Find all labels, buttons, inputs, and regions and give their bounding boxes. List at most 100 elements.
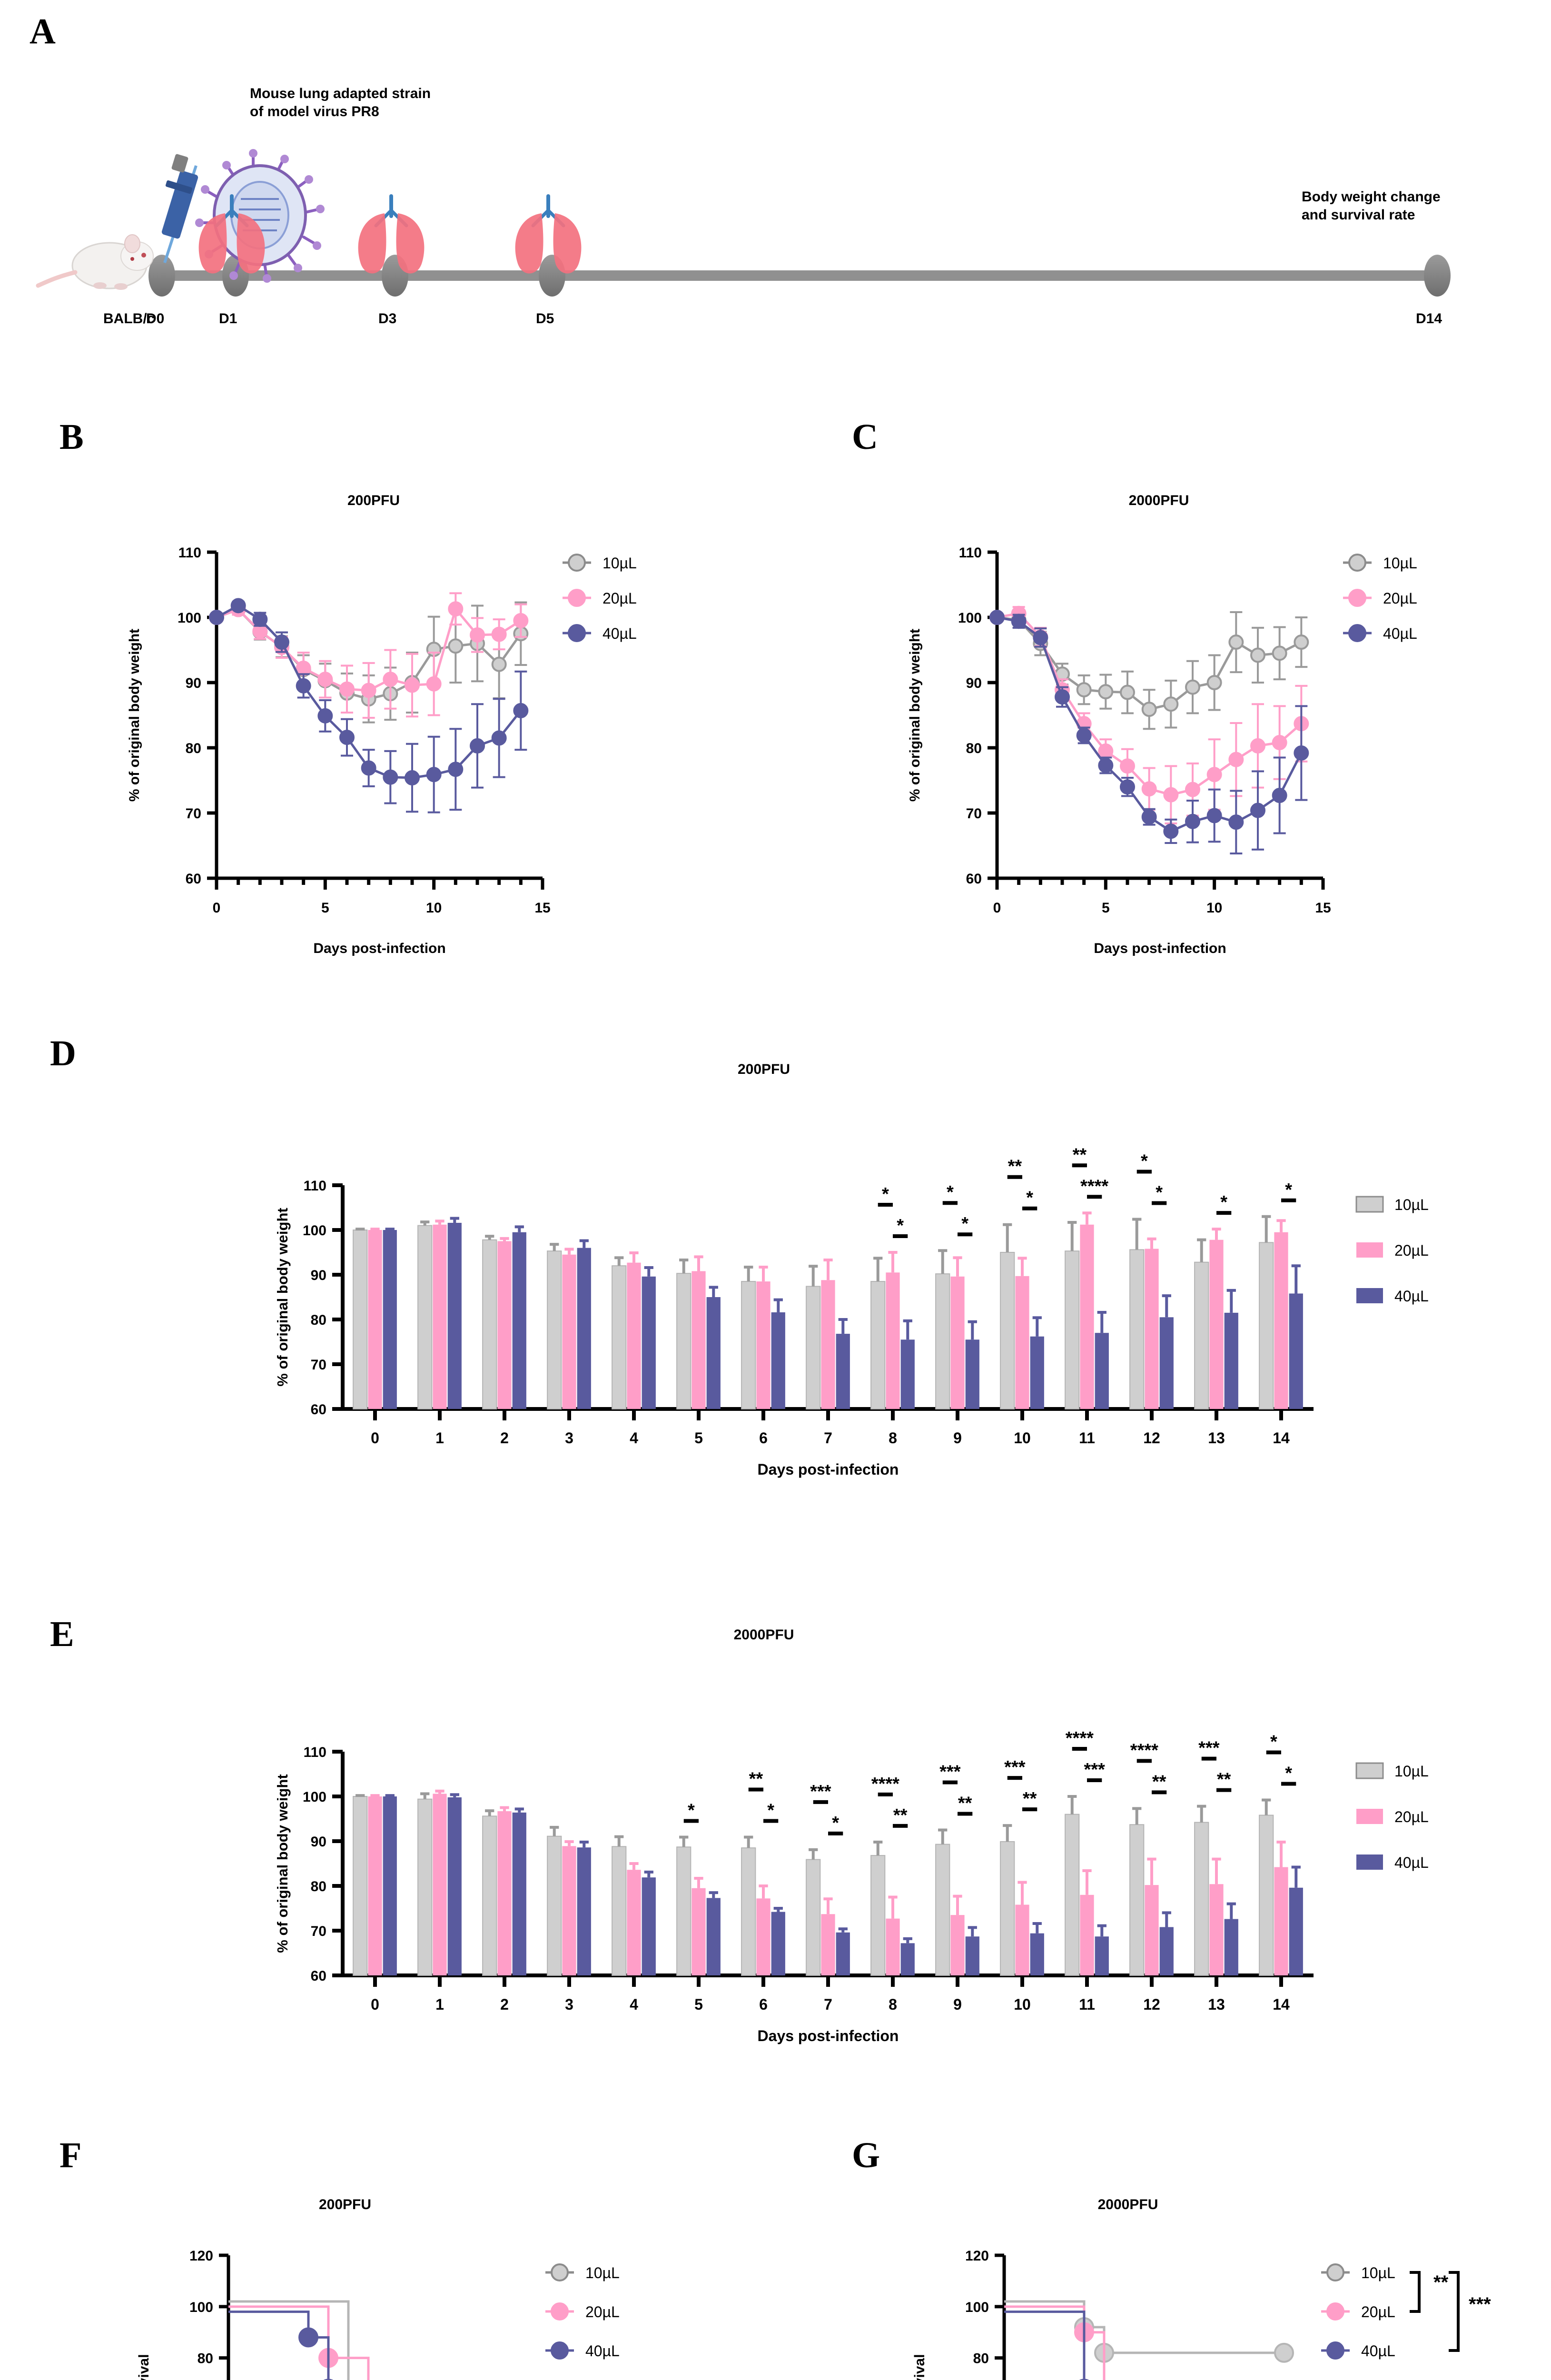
data-point [1011, 614, 1027, 629]
x-tick-label: 3 [565, 1429, 573, 1447]
x-tick-label: 15 [1315, 900, 1331, 916]
significance-bracket [1449, 2271, 1460, 2352]
legend-marker-40µL [551, 2341, 569, 2360]
bar [950, 1915, 965, 1975]
panel-a-label-d1: D1 [219, 311, 237, 327]
bar [482, 1815, 497, 1976]
data-point [1185, 813, 1200, 829]
bar [756, 1898, 771, 1975]
bar [1080, 1224, 1094, 1409]
data-point [405, 677, 420, 693]
km-step-line [1004, 2311, 1086, 2380]
bar [1194, 1822, 1209, 1976]
km-step-line [228, 2300, 350, 2380]
y-tick-label: 110 [304, 1745, 326, 1760]
y-axis-label: % of original body weight [127, 629, 142, 802]
x-axis-label: Days post-infection [758, 2027, 899, 2044]
significance-group-day-11: ******* [1066, 1728, 1105, 1782]
bar [741, 1281, 756, 1409]
x-axis-label: Days post-infection [1094, 941, 1226, 956]
bar [965, 1936, 979, 1975]
bar [433, 1794, 447, 1975]
bar [642, 1276, 656, 1409]
bar [1274, 1232, 1288, 1409]
y-tick-label: 80 [966, 741, 982, 756]
lung-icon-d3 [358, 194, 425, 274]
legend-label-20µL: 20µL [585, 2303, 620, 2320]
legend-swatch-40µL [1356, 1288, 1383, 1303]
series-40µL [989, 610, 1309, 854]
bar [447, 1222, 462, 1409]
bar [756, 1281, 771, 1409]
y-tick-label: 90 [966, 675, 982, 691]
bar-series-40µL [383, 1217, 1303, 1409]
legend-label-40µL: 40µL [1394, 1854, 1429, 1871]
data-point [491, 656, 507, 672]
significance-stars: * [1026, 1188, 1033, 1208]
significance-stars: *** [810, 1782, 831, 1802]
bar [1065, 1814, 1080, 1976]
x-tick-label: 5 [694, 1996, 703, 2013]
significance-group-day-9: ***** [939, 1762, 973, 1816]
significance-group-day-12: ** [1136, 1151, 1167, 1205]
x-tick-label: 4 [630, 1996, 638, 2013]
bar [1095, 1936, 1109, 1975]
legend-marker-10µL [1348, 554, 1366, 572]
x-tick-label: 12 [1143, 1996, 1160, 2013]
panel-g-chart: 020406080100120051015Days post-infection… [895, 2232, 1491, 2380]
data-point [1294, 635, 1309, 650]
data-point [209, 610, 224, 625]
legend-label-20µL: 20µL [603, 590, 637, 607]
data-point [1163, 823, 1179, 839]
y-tick-label: 120 [189, 2248, 213, 2264]
panel-a-label-d0: D0 [146, 311, 165, 327]
bar [1145, 1249, 1159, 1409]
y-tick-label: 80 [973, 2351, 989, 2367]
significance-stars: ** [1008, 1157, 1022, 1177]
significance-stars: * [767, 1801, 774, 1821]
y-tick-label: 90 [311, 1834, 326, 1850]
bar [1129, 1249, 1145, 1409]
bar [935, 1273, 950, 1409]
y-tick-label: 90 [311, 1268, 326, 1283]
bar [870, 1281, 886, 1409]
y-tick-label: 60 [966, 871, 982, 887]
chart-legend: 10µL 20µL 40µL [545, 2263, 620, 2360]
panel-letter-d: D [50, 1033, 76, 1073]
bar-series-10µL [353, 1215, 1274, 1409]
panel-a-virus-caption-line1: Mouse lung adapted strain [250, 86, 431, 101]
legend-marker-20µL [1348, 589, 1366, 607]
y-axis-label: Percent survival [136, 2354, 152, 2380]
km-step-line [1004, 2300, 1284, 2354]
km-series-40µL [228, 2311, 334, 2380]
panel-c-title: 2000PFU [1128, 493, 1189, 508]
significance-stars: * [1270, 1732, 1277, 1752]
bar [1224, 1312, 1238, 1409]
legend-marker-40µL [568, 624, 586, 642]
x-tick-label: 0 [371, 1429, 379, 1447]
km-event-marker [1274, 2342, 1294, 2363]
significance-stars: ** [1433, 2272, 1449, 2293]
data-point [230, 598, 246, 614]
line-chart-B: 60 70 80 90 100 110 0 5 10 15 Days post-infection%… [127, 545, 637, 956]
significance-group-day-6: *** [748, 1769, 779, 1823]
bar [692, 1888, 706, 1975]
y-tick-label: 70 [966, 806, 982, 822]
data-point [383, 769, 398, 785]
x-tick-label: 10 [1206, 900, 1222, 916]
y-tick-label: 100 [178, 610, 201, 626]
legend-marker-10µL [1326, 2263, 1344, 2281]
km-step-line [228, 2305, 370, 2380]
x-axis-label: Days post-infection [313, 941, 445, 956]
data-point [1141, 781, 1157, 797]
significance-stars: **** [871, 1774, 899, 1794]
x-tick-label: 10 [426, 900, 442, 916]
timeline-node-d0 [148, 255, 175, 297]
y-tick-label: 80 [198, 2351, 213, 2367]
data-point [1120, 779, 1135, 795]
x-tick-label: 9 [953, 1996, 962, 2013]
panel-f-title: 200PFU [318, 2197, 372, 2212]
data-point [252, 612, 268, 627]
x-tick-label: 7 [824, 1429, 832, 1447]
